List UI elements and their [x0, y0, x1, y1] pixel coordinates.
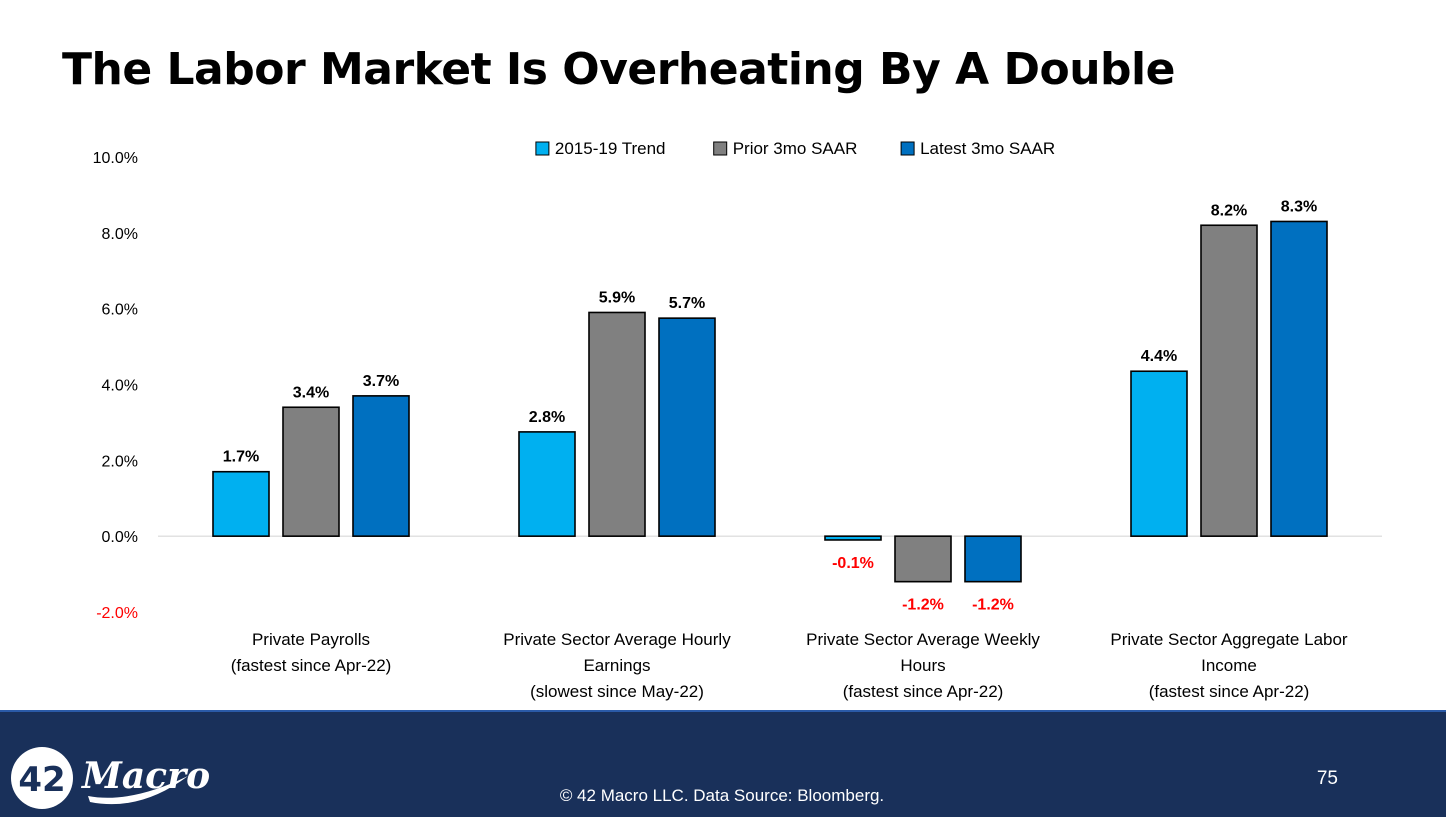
data-label: 4.4%	[1141, 348, 1177, 365]
category-label: Hours	[900, 656, 945, 675]
legend-swatch	[900, 141, 915, 156]
bar	[1270, 220, 1328, 537]
bar	[518, 431, 576, 537]
data-label: 3.4%	[293, 384, 329, 401]
bar	[588, 311, 646, 537]
category-label: (fastest since Apr-22)	[843, 682, 1004, 701]
logo-swoosh	[88, 776, 188, 805]
data-label: 8.3%	[1281, 198, 1317, 215]
page-number: 75	[1316, 768, 1338, 789]
category-label: (slowest since May-22)	[530, 682, 704, 701]
legend-swatch	[535, 141, 550, 156]
bar	[658, 317, 716, 537]
42-macro-logo: 42 Macro	[11, 747, 210, 809]
category-label: Income	[1201, 656, 1257, 675]
y-tick-label: 10.0%	[93, 150, 138, 167]
category-label: Private Sector Average Hourly	[503, 630, 731, 649]
bar	[1130, 370, 1188, 537]
bar	[894, 535, 952, 583]
logo-circle	[11, 747, 73, 809]
category-label: Private Payrolls	[252, 630, 370, 649]
data-label: 5.7%	[669, 295, 705, 312]
y-tick-label: 4.0%	[102, 378, 138, 395]
bar	[1200, 224, 1258, 537]
legend-label: 2015-19 Trend	[555, 139, 666, 158]
bar	[824, 535, 882, 541]
copyright-notice: © 42 Macro LLC. Data Source: Bloomberg.	[0, 786, 1446, 806]
y-tick-label: 0.0%	[102, 529, 138, 546]
category-label: Earnings	[583, 656, 650, 675]
legend-label: Prior 3mo SAAR	[733, 139, 858, 158]
y-tick-label: 2.0%	[102, 453, 138, 470]
legend-label: Latest 3mo SAAR	[920, 139, 1055, 158]
data-label: 3.7%	[363, 373, 399, 390]
y-tick-label: -2.0%	[96, 605, 138, 622]
y-tick-label: 8.0%	[102, 226, 138, 243]
copyright-text: © 42 Macro LLC. Data Source: Bloomberg.	[559, 786, 885, 805]
y-tick-label: 6.0%	[102, 302, 138, 319]
category-label: Private Sector Aggregate Labor	[1110, 630, 1348, 649]
category-label: (fastest since Apr-22)	[1149, 682, 1310, 701]
footer-bar: 42 Macro © 42 Macro LLC. Data Source: Bl…	[0, 710, 1446, 817]
bar-chart: -2.0% 0.0% 2.0% 4.0% 6.0% 8.0% 10.0% 1.7% 3.4% 3.…	[93, 139, 1382, 701]
data-label: 1.7%	[223, 449, 259, 466]
data-label: -1.2%	[972, 597, 1014, 614]
data-label: 2.8%	[529, 409, 565, 426]
bar	[352, 395, 410, 537]
legend-swatch	[713, 141, 728, 156]
page-title: The Labor Market Is Overheating By A Dou…	[62, 44, 1175, 95]
data-label: -0.1%	[832, 555, 874, 572]
logo-number: 42	[18, 760, 65, 800]
category-label: (fastest since Apr-22)	[231, 656, 392, 675]
data-label: -1.2%	[902, 597, 944, 614]
data-label: 8.2%	[1211, 202, 1247, 219]
category-label: Private Sector Average Weekly	[806, 630, 1040, 649]
data-label: 5.9%	[599, 289, 635, 306]
bar	[212, 470, 270, 537]
bar	[964, 535, 1022, 583]
logo-wordmark: Macro	[80, 755, 210, 797]
bar	[282, 406, 340, 537]
